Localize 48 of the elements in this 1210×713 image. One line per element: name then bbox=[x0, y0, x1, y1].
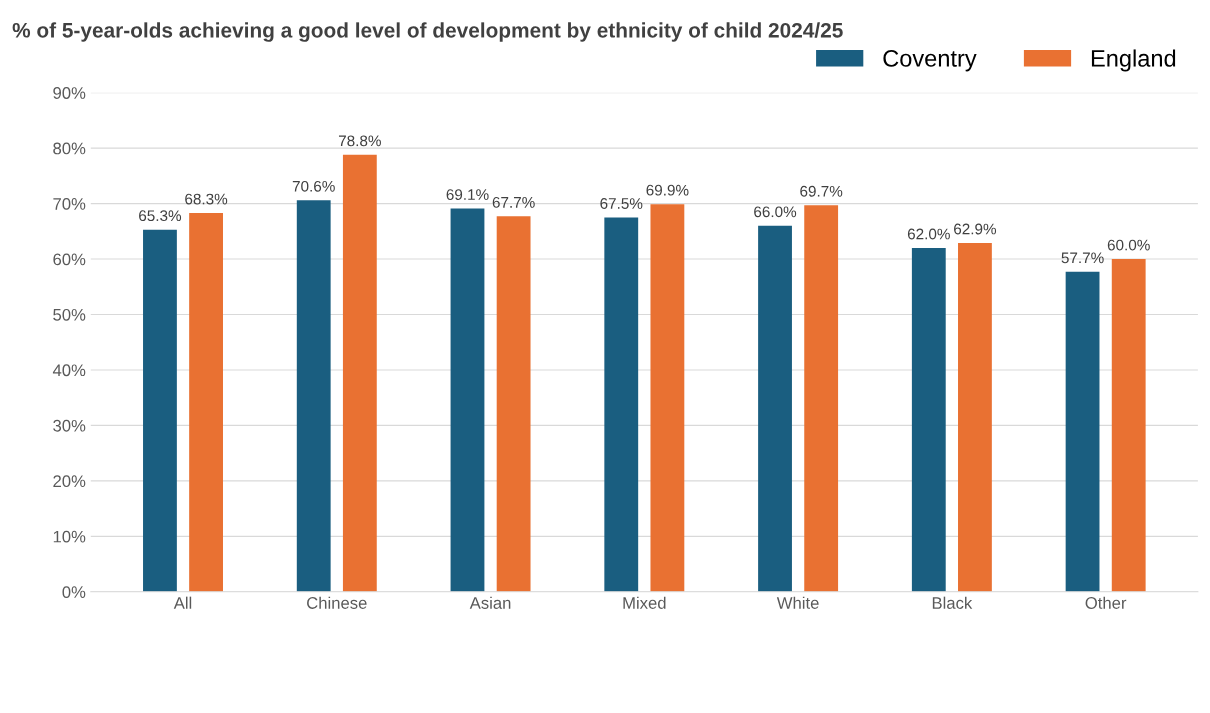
bar bbox=[911, 247, 946, 592]
y-tick-label: 30% bbox=[53, 419, 86, 432]
bar bbox=[450, 208, 485, 592]
data-label: 68.3% bbox=[185, 193, 228, 205]
bar bbox=[804, 205, 839, 592]
y-tick-label: 10% bbox=[53, 530, 86, 543]
chart-title: % of 5-year-olds achieving a good level of development by ethnicity of child 2024/25 bbox=[12, 22, 843, 42]
y-tick-label: 70% bbox=[53, 198, 86, 210]
y-tick-label: 80% bbox=[53, 142, 86, 155]
y-tick-label: 90% bbox=[53, 87, 86, 99]
bar bbox=[650, 204, 685, 592]
bar bbox=[604, 217, 639, 592]
data-label: 78.8% bbox=[338, 135, 381, 147]
data-label: 62.9% bbox=[954, 223, 997, 235]
x-tick-label: Chinese bbox=[307, 596, 367, 609]
x-tick-label: All bbox=[173, 596, 192, 609]
bar bbox=[496, 216, 531, 592]
x-tick-label: White bbox=[776, 596, 819, 609]
data-label: 69.7% bbox=[800, 185, 843, 197]
data-label: 67.7% bbox=[492, 196, 535, 208]
bar bbox=[1111, 259, 1146, 592]
x-tick-label: Asian bbox=[469, 596, 511, 609]
data-label: 69.1% bbox=[446, 189, 489, 201]
y-tick-label: 0% bbox=[62, 586, 86, 598]
bar bbox=[758, 225, 792, 592]
data-label: 69.9% bbox=[646, 184, 689, 196]
legend-label: England bbox=[1091, 49, 1176, 72]
bar bbox=[143, 229, 177, 592]
bar bbox=[296, 200, 331, 592]
legend-label: Coventry bbox=[883, 50, 977, 72]
x-tick-label: Other bbox=[1085, 596, 1127, 609]
bar bbox=[189, 213, 223, 592]
y-tick-label: 50% bbox=[53, 308, 86, 321]
x-tick-label: Mixed bbox=[623, 596, 666, 609]
data-label: 57.7% bbox=[1061, 252, 1104, 264]
x-tick-label: Black bbox=[932, 596, 973, 609]
bar bbox=[1065, 271, 1100, 592]
data-label: 66.0% bbox=[754, 206, 797, 218]
data-label: 67.5% bbox=[600, 198, 643, 209]
bar bbox=[342, 154, 377, 592]
y-tick-label: 40% bbox=[52, 364, 86, 377]
y-tick-label: 20% bbox=[53, 475, 86, 488]
data-label: 60.0% bbox=[1107, 239, 1150, 251]
bar bbox=[958, 242, 992, 592]
data-label: 62.0% bbox=[907, 228, 950, 240]
data-label: 70.6% bbox=[292, 180, 335, 192]
data-label: 65.3% bbox=[139, 210, 182, 222]
y-tick-label: 60% bbox=[53, 253, 86, 266]
